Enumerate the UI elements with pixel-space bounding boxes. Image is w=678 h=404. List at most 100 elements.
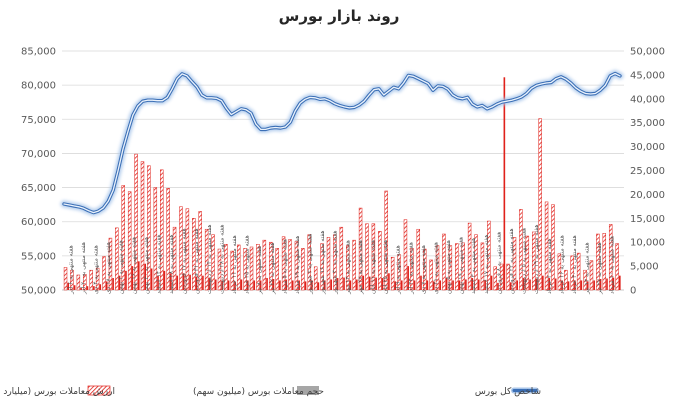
volume-bar (259, 280, 262, 290)
volume-bar (176, 275, 179, 290)
volume-bar (234, 281, 236, 290)
x-tick-label: هفته منتهی به ۱۷ اسفند (483, 235, 490, 294)
volume-bar (93, 286, 95, 290)
volume-bar (503, 77, 506, 290)
volume-bar (170, 273, 172, 290)
value-bar (179, 206, 183, 291)
value-bar (204, 228, 209, 291)
value-bar (185, 208, 190, 291)
volume-bar (368, 276, 371, 290)
value-bar (198, 211, 202, 291)
value-bar (435, 245, 440, 291)
value-bar (192, 218, 196, 291)
value-bar (455, 243, 459, 291)
x-tick-label: هفته منتهی به ۱۴ اسفند (155, 234, 162, 294)
right-axis-tick-label: 20,000 (630, 190, 665, 201)
value-bar (89, 269, 93, 291)
volume-bar (214, 279, 217, 290)
value-bar (422, 248, 427, 291)
volume-bar (561, 280, 563, 290)
value-bar (63, 267, 68, 291)
right-axis-tick-label: 50,000 (630, 47, 665, 58)
x-tick-label: هفته منتهی به ۱۹ اردیبهشت (533, 225, 540, 295)
value-bar (551, 204, 555, 291)
volume-bar (311, 280, 313, 290)
value-bar (230, 250, 235, 291)
volume-bar (388, 273, 390, 290)
volume-bar (150, 268, 153, 290)
value-bar (557, 253, 562, 291)
volume-bar (612, 277, 615, 290)
value-bar (506, 263, 510, 291)
value-bar (76, 274, 81, 291)
x-tick-label: هفته منتهی به ۱۹ مرداد (294, 236, 301, 294)
volume-bar (125, 270, 127, 290)
volume-bar (497, 282, 499, 290)
value-bar (140, 161, 145, 291)
volume-bar (490, 275, 493, 290)
x-tick-label: هفته منتهی به ۱۳ مهر (344, 240, 351, 295)
x-tick-label: هفته منتهی به ۲۱ دی (432, 242, 439, 294)
right-axis-tick-label: 15,000 (630, 214, 665, 225)
value-bar (134, 153, 138, 291)
x-tick-label: هفته منتهی به ۲ خرداد (546, 238, 553, 294)
volume-bar (420, 275, 422, 290)
volume-bar (137, 261, 140, 290)
value-bar (281, 236, 286, 291)
volume-bar (375, 277, 377, 290)
x-tick-label: هفته منتهی به ۳۰ خرداد (571, 235, 578, 294)
value-bar (346, 245, 350, 291)
volume-bar (189, 274, 191, 290)
value-bar (224, 243, 228, 291)
value-bar (596, 233, 600, 291)
left-axis-tick-label: 50,000 (21, 286, 56, 297)
left-axis-tick-label: 75,000 (21, 115, 56, 126)
volume-bar (73, 285, 76, 290)
value-bar (256, 243, 260, 291)
right-axis-tick-label: 35,000 (630, 118, 665, 129)
volume-bar (509, 282, 512, 290)
legend-swatch-value (87, 385, 111, 396)
value-bar (160, 169, 164, 291)
value-bar (371, 223, 376, 291)
value-bar (615, 243, 619, 291)
volume-bar (67, 282, 70, 290)
volume-bar (279, 280, 281, 290)
value-bar (474, 234, 478, 291)
volume-bar (317, 282, 320, 290)
chart-title: روند بازار بورس (279, 7, 400, 25)
value-bar (403, 219, 408, 291)
value-bar (320, 243, 324, 291)
volume-bar (144, 263, 146, 290)
x-tick-label: هفته منتهی به ۲۰ آذر (78, 242, 87, 295)
x-tick-label: هفته منتهی به ۸ تیر (256, 246, 263, 295)
x-tick-label: هفته منتهی به ۱۹ بهمن (458, 237, 465, 294)
x-tick-label: هفته منتهی به ۱۰ مرداد (609, 236, 616, 294)
value-bar (108, 237, 113, 291)
x-tick-label: هفته منتهی به ۸ فروردین (495, 232, 502, 294)
volume-bar (298, 280, 300, 290)
volume-bar (112, 278, 114, 290)
volume-bar (131, 266, 134, 290)
value-bar (352, 239, 356, 291)
left-axis-tick-label: 60,000 (21, 217, 56, 228)
volume-bar (535, 278, 538, 290)
value-bar (217, 248, 222, 291)
volume-bar (86, 286, 89, 290)
volume-bar (599, 279, 602, 290)
x-tick-label: هفته منتهی به ۲ شهریور (307, 234, 314, 295)
x-tick-label: هفته منتهی به ۲ بهمن (118, 240, 125, 294)
value-bar (288, 239, 292, 291)
volume-bar (349, 280, 352, 290)
x-tick-label: هفته منتهی به ۲۸ اسفند (168, 234, 175, 294)
volume-bar (465, 279, 467, 290)
volume-bar (548, 278, 551, 290)
legend-label-index: شاخص کل بورس (475, 387, 541, 397)
volume-bar (554, 278, 557, 290)
legend-swatch-volume (297, 386, 319, 395)
value-bar (121, 185, 125, 291)
value-bar (397, 254, 401, 291)
value-bar (358, 207, 363, 291)
legend-label-volume: حجم معاملات بورس (میلیون سهم) (193, 387, 324, 397)
x-tick-label: هفته منتهی به ۱۳ تیر (584, 242, 591, 295)
